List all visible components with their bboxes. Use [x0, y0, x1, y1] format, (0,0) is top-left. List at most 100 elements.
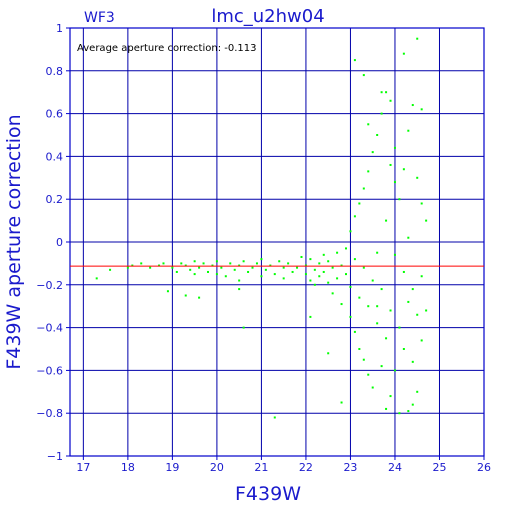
data-point [376, 251, 379, 254]
data-point [349, 315, 352, 318]
chart-title: lmc_u2hw04 [211, 6, 324, 27]
data-point [416, 176, 419, 179]
data-point [376, 322, 379, 325]
data-point [411, 403, 414, 406]
data-point [198, 296, 201, 299]
data-point [385, 91, 388, 94]
data-point [273, 273, 276, 276]
data-point [385, 337, 388, 340]
data-point [402, 348, 405, 350]
data-point [402, 52, 405, 55]
data-point [349, 230, 352, 233]
x-tick-label: 23 [343, 461, 357, 474]
data-point [367, 305, 370, 308]
average-correction-annotation: Average aperture correction: -0.113 [77, 43, 257, 54]
data-point [331, 292, 334, 295]
data-point [207, 270, 209, 273]
data-point [149, 266, 152, 269]
data-point [140, 262, 143, 265]
data-point [380, 112, 383, 115]
data-point [393, 181, 396, 184]
data-point [313, 283, 316, 286]
data-point [362, 74, 365, 77]
data-point [198, 266, 201, 269]
chart-subtitle: WF3 [84, 10, 115, 26]
data-point [340, 303, 343, 306]
x-tick-label: 19 [165, 461, 179, 474]
data-point [229, 262, 232, 265]
data-point [353, 215, 356, 218]
data-point [296, 266, 299, 269]
data-point [380, 365, 383, 368]
data-point [380, 288, 383, 291]
x-axis-label: F439W [235, 483, 301, 505]
data-point [362, 358, 365, 361]
data-point [215, 260, 218, 263]
data-point [425, 219, 428, 222]
data-point [215, 273, 218, 276]
x-tick-label: 18 [121, 461, 135, 474]
data-point [358, 296, 361, 299]
data-point [131, 264, 134, 267]
data-point [416, 390, 419, 393]
data-point [340, 401, 343, 404]
data-point [393, 253, 396, 256]
data-point [282, 266, 285, 269]
data-point [407, 410, 410, 413]
data-point [398, 326, 401, 329]
data-point [420, 108, 423, 111]
data-point [362, 266, 365, 269]
data-point [385, 219, 388, 222]
data-point [238, 288, 241, 291]
data-point [158, 264, 161, 267]
data-point [411, 360, 414, 363]
data-point [367, 373, 370, 376]
data-point [385, 407, 388, 410]
data-point [313, 268, 316, 271]
data-point [193, 273, 196, 276]
data-point [327, 260, 330, 263]
data-point [380, 91, 383, 94]
data-point [425, 309, 428, 312]
data-point [273, 416, 276, 419]
x-tick-label: 17 [76, 461, 90, 474]
data-point [309, 279, 312, 282]
data-point [367, 123, 370, 126]
data-point [282, 277, 285, 280]
y-tick-label: −0.4 [36, 322, 63, 335]
data-point [402, 168, 405, 171]
data-point [162, 262, 165, 265]
data-point [171, 266, 174, 269]
data-point [202, 262, 205, 265]
y-tick-label: −1 [47, 450, 63, 463]
x-tick-label: 21 [254, 461, 268, 474]
data-point [318, 275, 321, 278]
data-point [349, 285, 352, 288]
data-point [175, 270, 178, 273]
data-point [255, 262, 258, 265]
data-point [420, 275, 423, 278]
data-point [353, 258, 356, 261]
data-point [184, 294, 187, 297]
data-point [345, 247, 347, 250]
data-point [327, 352, 330, 355]
data-point [407, 300, 410, 303]
data-point [331, 266, 334, 269]
data-point [247, 270, 250, 273]
y-tick-label: −0.2 [36, 279, 63, 292]
data-point [242, 326, 245, 329]
data-point [189, 268, 192, 271]
data-point [398, 198, 401, 201]
data-point [411, 104, 414, 107]
plot-frame [69, 27, 485, 457]
data-point [322, 253, 325, 256]
y-tick-label: 0.8 [46, 65, 64, 78]
data-point [353, 330, 356, 333]
data-point [376, 134, 379, 136]
data-point [411, 288, 414, 291]
data-point [278, 260, 281, 263]
data-point [184, 264, 187, 267]
data-point [251, 266, 254, 269]
data-point [389, 309, 392, 312]
